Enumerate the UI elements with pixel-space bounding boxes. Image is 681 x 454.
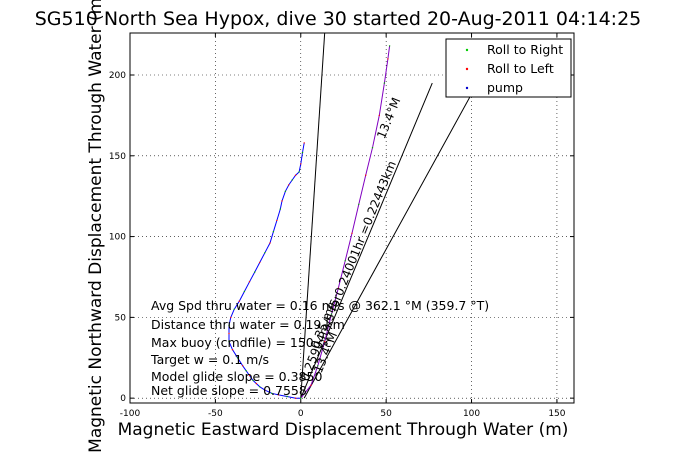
climb-track-point [371,147,374,149]
climb-track-point [378,114,380,117]
x-tick-label: -50 [208,409,223,419]
dive-track-point [272,231,275,233]
stat-model-glide: Model glide slope = 0.3850 [151,369,322,384]
chart-title: SG510 North Sea Hypox, dive 30 started 2… [35,8,642,30]
stat-max-buoy: Max buoy (cmdfile) = 150 cc [151,335,332,350]
legend-marker-roll-left [465,67,469,71]
heading-line [300,32,326,399]
stats-block: Avg Spd thru water = 0.16 m/s @ 362.1 °M… [150,298,489,398]
x-tick-label: 150 [548,409,565,419]
legend-label-roll-left: Roll to Left [487,61,554,76]
current-line-b [303,44,500,399]
dive-track-point [252,379,254,382]
x-ticks: -100 -50 0 50 100 150 [120,33,566,419]
y-axis-label: Magnetic Northward Displacement Through … [86,0,106,453]
legend-label-roll-right: Roll to Right [487,42,563,57]
x-tick-label: 0 [298,409,304,419]
current-line-a [300,82,433,399]
y-tick-label: 0 [120,394,126,404]
dive-track-point [279,208,281,210]
stat-target-w: Target w = 0.1 m/s [150,352,269,367]
climb-track-point [337,287,339,289]
dive-track-point [294,174,297,176]
dive-track-point [248,374,251,377]
climb-track-point [344,260,346,262]
dive-track-point [233,308,235,310]
dive-track-point [259,261,261,264]
dive-track-point [284,190,287,192]
y-tick-label: 200 [109,71,126,81]
dive-track-point [264,389,266,391]
climb-track-point [300,397,302,399]
dive-track-point [228,332,230,335]
legend-marker-pump [465,86,469,90]
y-tick-label: 50 [115,313,127,323]
dive-track-point [238,300,240,302]
y-tick-label: 100 [109,233,126,243]
climb-track-point [317,365,319,367]
x-tick-label: 50 [380,409,392,419]
dive-track-point [264,252,266,254]
x-tick-label: -100 [120,409,141,419]
dive-track-point [255,382,258,385]
dive-track-point [248,281,251,283]
legend-marker-roll-right [465,48,469,52]
climb-track-point [324,340,326,343]
dive-track-point [291,179,293,181]
y-tick-label: 150 [109,152,126,162]
dive-track-point [281,200,283,202]
dive-track-point [288,184,290,186]
stat-avg-speed: Avg Spd thru water = 0.16 m/s @ 362.1 °M… [151,298,489,313]
x-tick-label: 100 [463,409,480,419]
dive-track-point [269,242,271,244]
dive-track-point [228,340,230,343]
climb-track-point [383,82,386,84]
dive-track-point [303,142,305,144]
dive-track [228,142,305,399]
legend: Roll to Right Roll to Left pump [445,38,572,98]
dive-track-point [286,395,288,398]
dive-track-point [300,163,302,165]
dive-track-point [271,392,273,394]
climb-track-point [358,203,360,205]
dive-track-point [301,151,304,154]
climb-track-point [387,58,389,60]
dive-track-point [242,365,244,367]
dive-track-point [276,219,278,222]
axes-frame [129,32,575,404]
dive-track-point [243,290,246,293]
climb-track-point [365,174,367,176]
dive-track-point [230,316,232,319]
dive-track-point [245,370,247,372]
dive-track-point [254,271,256,273]
y-ticks: 0 50 100 150 200 [109,71,574,404]
climb-track-point [388,45,391,47]
reference-lines [300,32,500,399]
dive-track-point [228,324,230,327]
stat-net-glide: Net glide slope = 0.7558 [151,383,307,398]
dive-track-point [231,349,234,351]
x-axis-label: Magnetic Eastward Displacement Through W… [118,420,569,440]
legend-label-pump: pump [487,80,523,95]
dive-track-point [277,394,280,396]
dive-track-point [236,357,239,359]
stat-distance: Distance thru water = 0.19 km [151,317,345,332]
climb-track-point [351,232,353,234]
dive-track-point [298,171,300,173]
dive-track-point [294,397,297,399]
climb-track-point [310,384,312,386]
dive-track-point [259,386,261,388]
climb-track-point [330,313,333,315]
series-group [228,45,391,399]
